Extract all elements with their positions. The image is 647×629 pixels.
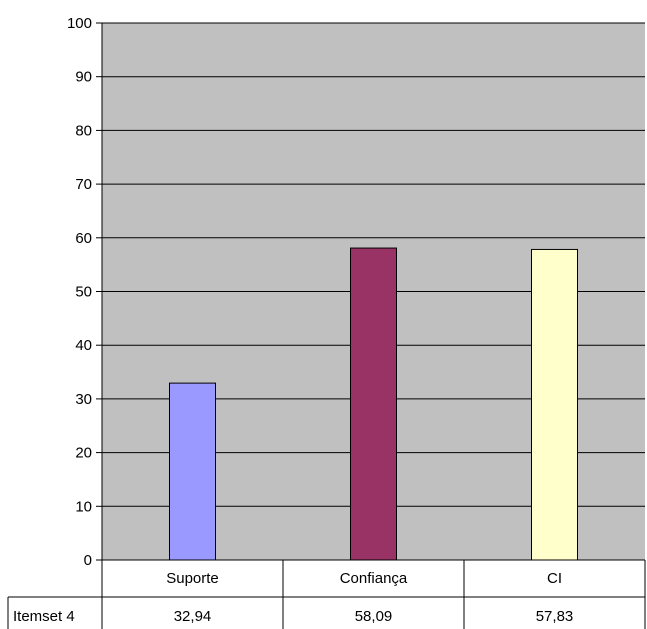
bar-confian-a (350, 247, 397, 561)
value-label-2: 58,09 (355, 608, 393, 625)
y-tick-label-80: 80 (75, 122, 92, 139)
y-tick-label-30: 30 (75, 391, 92, 408)
category-label-2: Confiança (340, 570, 408, 587)
category-label-1: Suporte (166, 570, 219, 587)
y-tick-label-100: 100 (67, 15, 92, 32)
bar-ci (531, 248, 578, 561)
y-tick-label-40: 40 (75, 337, 92, 354)
y-tick-label-20: 20 (75, 445, 92, 462)
y-tick-label-10: 10 (75, 498, 92, 515)
series-label: Itemset 4 (13, 608, 75, 625)
value-label-1: 32,94 (174, 608, 212, 625)
y-tick-label-0: 0 (84, 552, 92, 569)
data-table: Suporte 32,94 Confiança 58,09 CI 57,83 Itemset… (7, 559, 646, 629)
bar-suporte (169, 382, 216, 561)
y-axis-ticks: 0 10 20 30 40 50 60 70 80 90 100 (67, 15, 102, 569)
category-label-3: CI (547, 570, 562, 587)
value-label-3: 57,83 (536, 608, 574, 625)
y-tick-label-50: 50 (75, 284, 92, 301)
y-tick-label-70: 70 (75, 176, 92, 193)
y-tick-label-60: 60 (75, 230, 92, 247)
y-tick-label-90: 90 (75, 69, 92, 86)
